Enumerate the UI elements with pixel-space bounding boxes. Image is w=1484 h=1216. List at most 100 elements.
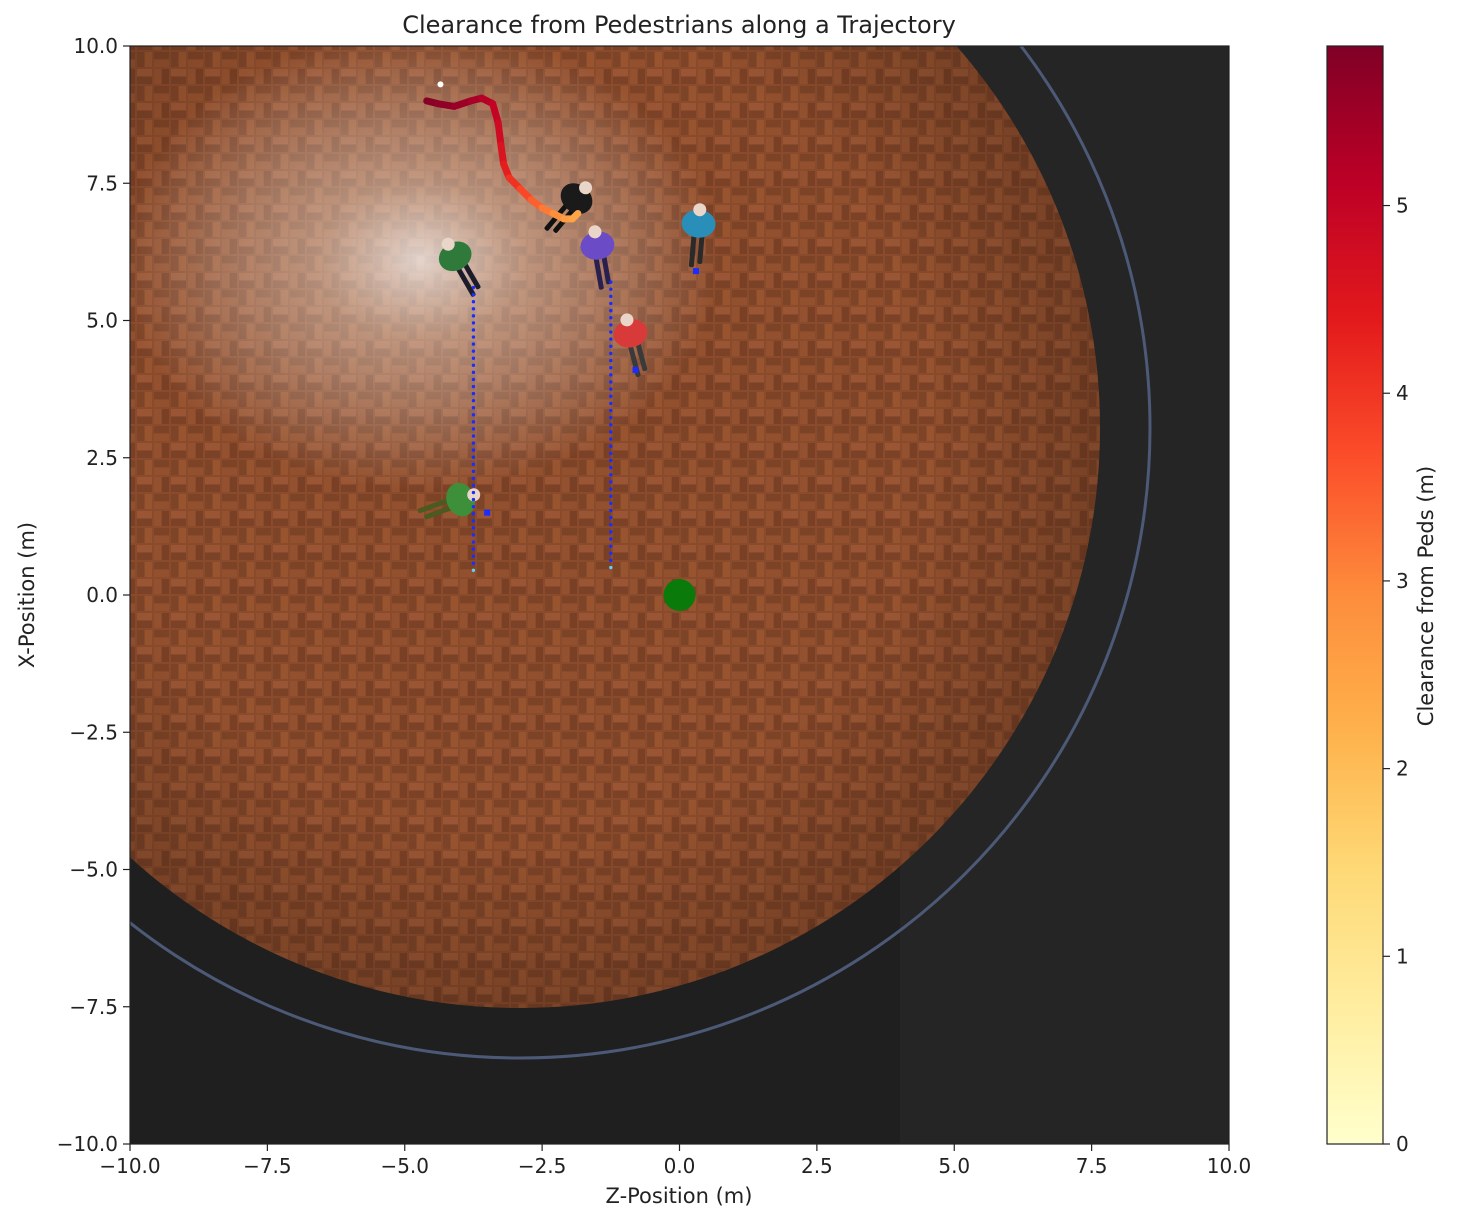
ped-path-point — [471, 420, 476, 424]
x-tick-label: −10.0 — [99, 1154, 160, 1178]
trajectory-layer — [423, 94, 582, 223]
ped-path-point — [471, 547, 476, 551]
ped-path-point — [609, 451, 613, 456]
trajectory-segment — [494, 119, 505, 149]
x-tick-label: 0.0 — [664, 1154, 696, 1178]
ped-path-point — [471, 448, 476, 452]
ped-path-point — [609, 537, 613, 541]
ped-path-point — [471, 561, 476, 565]
x-axis-label: Z-Position (m) — [606, 1184, 753, 1208]
ped-path-point — [609, 423, 613, 427]
x-tick-label: −7.5 — [243, 1154, 292, 1178]
ped-path-point — [609, 380, 613, 384]
ped-path-point — [471, 469, 476, 474]
ped-path-point — [609, 401, 613, 406]
pedestrian-figure — [438, 237, 481, 297]
y-tick-label: −7.5 — [69, 995, 118, 1019]
ped-path-point — [609, 430, 613, 434]
colorbar-ticks: 0 1 2 3 4 5 — [1383, 194, 1409, 1156]
ped-path-point — [609, 565, 613, 570]
ped-paths-layer — [471, 280, 613, 572]
pedestrian-leg — [593, 255, 604, 290]
ped-path-point — [471, 554, 476, 558]
ped-path-point — [471, 441, 476, 445]
outer-ring — [130, 46, 1152, 1060]
ped-path-point — [471, 299, 476, 304]
ped-path-point — [471, 391, 476, 396]
light-glare — [130, 46, 720, 490]
ped-path-point — [471, 321, 476, 325]
ped-path-point — [609, 323, 613, 327]
ped-path-point — [471, 490, 476, 495]
ped-path-point — [471, 526, 476, 530]
ped-path-point — [471, 413, 476, 417]
ped-path-point — [471, 427, 476, 431]
colorbar-tick-label: 4 — [1396, 381, 1409, 405]
y-tick-label: 5.0 — [86, 309, 118, 333]
ped-path-point — [471, 497, 476, 502]
colorbar-tick-label: 1 — [1396, 944, 1409, 968]
y-tick-label: −10.0 — [57, 1132, 118, 1156]
ped-path-point — [471, 483, 476, 488]
colorbar-tick-label: 0 — [1396, 1132, 1409, 1156]
ped-path-point — [471, 335, 476, 339]
x-tick-label: −5.0 — [380, 1154, 429, 1178]
pedestrian-torso — [681, 209, 716, 238]
markers-layer — [437, 81, 699, 611]
pedestrian-head — [588, 225, 602, 239]
ped-path-point — [471, 285, 476, 290]
ped-path-point — [609, 480, 613, 484]
ped-path-point — [471, 398, 476, 403]
ped-path-point — [471, 384, 476, 389]
ped-path-point — [471, 377, 476, 382]
ped-path-point — [609, 280, 613, 284]
ped-path-point — [609, 358, 613, 363]
pedestrian-torso — [580, 231, 615, 260]
ped-path-point — [609, 351, 613, 356]
ped-path-point — [609, 415, 613, 420]
y-tick-label: 10.0 — [73, 34, 118, 58]
ped-path-point — [609, 558, 613, 563]
ped-path-point — [609, 523, 613, 527]
ped-path-point — [471, 328, 476, 332]
ped-path-point — [471, 363, 476, 368]
ped-marker — [632, 366, 639, 373]
ped-path-point — [471, 292, 476, 297]
pedestrian-figure — [417, 482, 481, 520]
pedestrian-torso — [446, 482, 475, 517]
ped-path-point — [609, 344, 613, 349]
trajectory-segment — [568, 209, 582, 223]
ped-path-point — [609, 366, 613, 370]
ped-path-point — [609, 287, 613, 291]
ped-path-point — [471, 406, 476, 410]
ped-path-point — [471, 307, 476, 311]
x-tick-label: 2.5 — [801, 1154, 833, 1178]
ped-path-point — [471, 504, 476, 509]
ped-path-point — [471, 455, 476, 459]
ped-path-point — [609, 316, 613, 320]
ped-path-point — [471, 314, 476, 318]
ped-path-point — [609, 501, 613, 506]
ped-path-point — [609, 487, 613, 491]
y-tick-label: 2.5 — [86, 446, 118, 470]
pedestrians-layer — [417, 181, 716, 520]
pedestrian-leg — [688, 233, 697, 268]
y-axis-ticks: 10.0 7.5 5.0 2.5 0.0 −2.5 −5.0 −7.5 −10.0 — [57, 34, 130, 1156]
pedestrian-head — [693, 203, 707, 217]
y-tick-label: −2.5 — [69, 720, 118, 744]
x-tick-label: 5.0 — [938, 1154, 970, 1178]
y-tick-label: −5.0 — [69, 858, 118, 882]
start-marker — [437, 81, 444, 88]
y-tick-label: 7.5 — [86, 171, 118, 195]
pedestrian-head — [620, 313, 634, 327]
pedestrian-leg — [697, 233, 705, 264]
colorbar-tick-label: 5 — [1396, 194, 1409, 218]
ped-path-point — [609, 394, 613, 398]
ped-path-point — [609, 473, 613, 477]
ped-path-point — [471, 462, 476, 466]
ped-path-point — [609, 494, 613, 498]
ped-path-point — [609, 544, 613, 548]
x-tick-label: 10.0 — [1207, 1154, 1252, 1178]
goal-marker — [663, 579, 696, 611]
